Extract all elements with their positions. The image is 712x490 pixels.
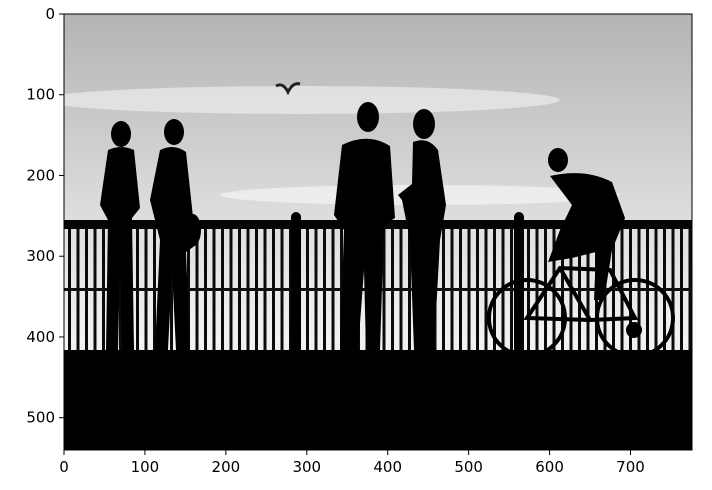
x-tick-label: 500 — [454, 458, 483, 476]
y-tick-label: 100 — [26, 86, 55, 104]
y-tick-label: 0 — [45, 5, 55, 23]
x-tick-label: 300 — [292, 458, 321, 476]
photo-image — [64, 14, 692, 450]
axes-frame — [63, 13, 693, 451]
y-tick-label: 500 — [26, 409, 55, 427]
cloud-band — [64, 86, 560, 114]
ground — [64, 350, 692, 450]
bird-icon — [275, 82, 301, 96]
x-axis: 0 100 200 300 400 500 600 700 — [59, 450, 645, 476]
railing-post — [291, 212, 301, 354]
y-tick-label: 300 — [26, 247, 55, 265]
person-silhouette — [100, 121, 140, 350]
x-tick-label: 400 — [373, 458, 402, 476]
person-silhouette — [334, 102, 395, 350]
person-silhouette — [398, 109, 446, 350]
x-tick-label: 200 — [212, 458, 241, 476]
x-tick-label: 700 — [616, 458, 645, 476]
y-axis: 0 100 200 300 400 500 — [26, 5, 64, 427]
cyclist-silhouette — [487, 148, 675, 358]
person-silhouette — [150, 119, 201, 350]
y-tick-label: 400 — [26, 328, 55, 346]
railing-post — [514, 212, 524, 354]
x-tick-label: 0 — [59, 458, 69, 476]
x-tick-label: 600 — [535, 458, 564, 476]
x-tick-label: 100 — [131, 458, 160, 476]
y-tick-label: 200 — [26, 166, 55, 184]
